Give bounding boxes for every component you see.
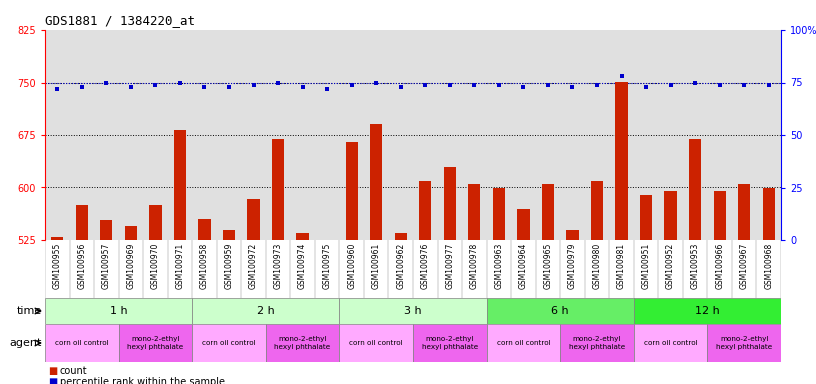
Text: 3 h: 3 h bbox=[404, 306, 422, 316]
Bar bbox=[763, 187, 775, 240]
Bar bbox=[561, 324, 634, 362]
Text: GSM100978: GSM100978 bbox=[470, 243, 479, 289]
Text: ■: ■ bbox=[49, 377, 61, 384]
Text: GSM100960: GSM100960 bbox=[347, 243, 356, 289]
Text: GSM100970: GSM100970 bbox=[151, 243, 160, 289]
Bar bbox=[174, 130, 186, 240]
Text: GSM100974: GSM100974 bbox=[298, 243, 307, 289]
Text: GSM100958: GSM100958 bbox=[200, 243, 209, 289]
Bar bbox=[615, 83, 628, 240]
Text: ■: ■ bbox=[49, 366, 61, 376]
Bar bbox=[296, 233, 308, 240]
Text: GSM100959: GSM100959 bbox=[224, 243, 233, 289]
Bar bbox=[118, 324, 193, 362]
Bar bbox=[223, 230, 235, 240]
Bar bbox=[321, 240, 333, 247]
Text: corn oil control: corn oil control bbox=[202, 340, 255, 346]
Bar bbox=[493, 187, 505, 240]
Bar bbox=[125, 226, 137, 240]
Text: GSM100961: GSM100961 bbox=[372, 243, 381, 289]
Text: GSM100965: GSM100965 bbox=[543, 243, 552, 289]
Text: GSM100968: GSM100968 bbox=[765, 243, 774, 289]
Text: agent: agent bbox=[10, 338, 42, 348]
Bar bbox=[45, 298, 193, 324]
Text: GSM100977: GSM100977 bbox=[446, 243, 455, 289]
Bar bbox=[413, 324, 486, 362]
Bar bbox=[370, 124, 383, 240]
Text: mono-2-ethyl
hexyl phthalate: mono-2-ethyl hexyl phthalate bbox=[127, 336, 184, 349]
Bar bbox=[707, 324, 781, 362]
Text: GSM100951: GSM100951 bbox=[641, 243, 650, 289]
Bar bbox=[76, 205, 88, 240]
Text: GSM100953: GSM100953 bbox=[690, 243, 699, 289]
Text: mono-2-ethyl
hexyl phthalate: mono-2-ethyl hexyl phthalate bbox=[274, 336, 330, 349]
Text: GSM100973: GSM100973 bbox=[273, 243, 282, 289]
Text: corn oil control: corn oil control bbox=[644, 340, 698, 346]
Text: GSM100972: GSM100972 bbox=[249, 243, 258, 289]
Bar bbox=[634, 324, 707, 362]
Bar bbox=[517, 209, 530, 240]
Bar bbox=[591, 180, 603, 240]
Bar bbox=[198, 219, 211, 240]
Text: 6 h: 6 h bbox=[552, 306, 569, 316]
Bar bbox=[444, 167, 456, 240]
Bar bbox=[193, 324, 266, 362]
Bar bbox=[542, 184, 554, 240]
Bar bbox=[51, 237, 64, 240]
Text: corn oil control: corn oil control bbox=[55, 340, 109, 346]
Text: GSM100957: GSM100957 bbox=[102, 243, 111, 289]
Text: corn oil control: corn oil control bbox=[349, 340, 403, 346]
Text: GSM100975: GSM100975 bbox=[322, 243, 331, 289]
Text: mono-2-ethyl
hexyl phthalate: mono-2-ethyl hexyl phthalate bbox=[422, 336, 478, 349]
Text: GDS1881 / 1384220_at: GDS1881 / 1384220_at bbox=[45, 15, 195, 27]
Text: GSM100952: GSM100952 bbox=[666, 243, 675, 289]
Text: GSM100966: GSM100966 bbox=[715, 243, 724, 289]
Text: GSM100969: GSM100969 bbox=[126, 243, 135, 289]
Bar bbox=[247, 199, 259, 240]
Text: percentile rank within the sample: percentile rank within the sample bbox=[60, 377, 224, 384]
Text: mono-2-ethyl
hexyl phthalate: mono-2-ethyl hexyl phthalate bbox=[716, 336, 772, 349]
Bar bbox=[664, 191, 676, 240]
Bar bbox=[713, 191, 725, 240]
Bar bbox=[339, 324, 413, 362]
Text: GSM100956: GSM100956 bbox=[78, 243, 86, 289]
Text: GSM100967: GSM100967 bbox=[739, 243, 749, 289]
Text: GSM100964: GSM100964 bbox=[519, 243, 528, 289]
Bar bbox=[395, 233, 407, 240]
Text: GSM100981: GSM100981 bbox=[617, 243, 626, 289]
Text: 12 h: 12 h bbox=[695, 306, 720, 316]
Bar bbox=[486, 324, 561, 362]
Text: 1 h: 1 h bbox=[110, 306, 127, 316]
Text: corn oil control: corn oil control bbox=[497, 340, 550, 346]
Text: GSM100980: GSM100980 bbox=[592, 243, 601, 289]
Bar bbox=[100, 220, 113, 240]
Bar bbox=[738, 184, 751, 240]
Text: GSM100962: GSM100962 bbox=[397, 243, 406, 289]
Bar bbox=[689, 139, 701, 240]
Text: 2 h: 2 h bbox=[257, 306, 275, 316]
Bar bbox=[45, 324, 118, 362]
Bar bbox=[419, 180, 432, 240]
Text: mono-2-ethyl
hexyl phthalate: mono-2-ethyl hexyl phthalate bbox=[569, 336, 625, 349]
Text: GSM100976: GSM100976 bbox=[421, 243, 430, 289]
Bar bbox=[266, 324, 339, 362]
Text: GSM100971: GSM100971 bbox=[175, 243, 184, 289]
Text: GSM100963: GSM100963 bbox=[494, 243, 503, 289]
Bar bbox=[149, 205, 162, 240]
Text: time: time bbox=[17, 306, 42, 316]
Bar bbox=[345, 142, 357, 240]
Bar bbox=[566, 230, 579, 240]
Bar bbox=[272, 139, 284, 240]
Bar bbox=[640, 195, 652, 240]
Bar bbox=[468, 184, 481, 240]
Text: GSM100955: GSM100955 bbox=[53, 243, 62, 289]
Text: count: count bbox=[60, 366, 87, 376]
Bar bbox=[486, 298, 634, 324]
Bar bbox=[339, 298, 486, 324]
Bar bbox=[193, 298, 339, 324]
Bar bbox=[634, 298, 781, 324]
Text: GSM100979: GSM100979 bbox=[568, 243, 577, 289]
